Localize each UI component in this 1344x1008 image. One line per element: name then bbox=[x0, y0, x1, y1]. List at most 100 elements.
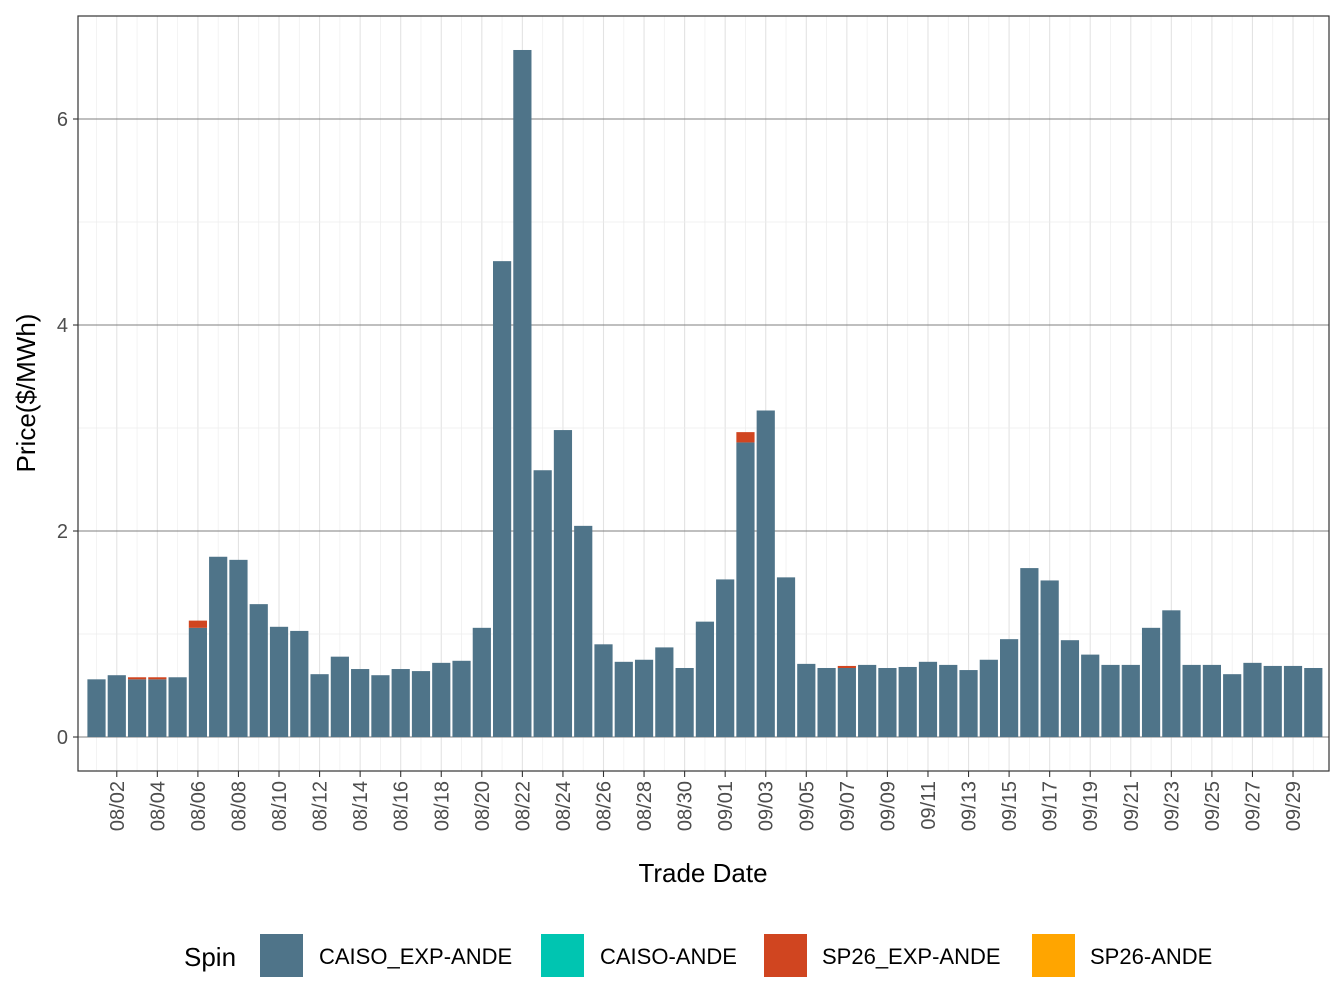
bar-caiso-exp-ande-08-17 bbox=[411, 671, 431, 738]
bar-caiso-exp-ande-08-09 bbox=[249, 604, 268, 738]
bar-caiso-exp-ande-09-02 bbox=[736, 442, 755, 738]
x-tick-label: 09/27 bbox=[1242, 781, 1264, 831]
bar-caiso-exp-ande-08-24 bbox=[553, 430, 573, 738]
x-axis: 08/02 08/04 08/06 08/08 08/10 08/12 08/14 08/16… bbox=[107, 771, 1305, 831]
x-tick-label: 09/07 bbox=[837, 781, 859, 831]
bars bbox=[87, 49, 1323, 738]
bar-caiso-exp-ande-08-07 bbox=[209, 556, 228, 738]
bar-caiso-exp-ande-09-23 bbox=[1162, 610, 1181, 738]
y-tick-label: 6 bbox=[57, 109, 68, 131]
bar-caiso-exp-ande-09-08 bbox=[858, 664, 877, 738]
x-tick-label: 08/20 bbox=[472, 781, 494, 831]
legend-key-caiso-exp-ande bbox=[260, 934, 303, 977]
x-tick-label: 09/19 bbox=[1080, 781, 1102, 831]
bar-caiso-exp-ande-09-12 bbox=[939, 664, 958, 738]
bar-caiso-exp-ande-08-27 bbox=[614, 661, 633, 738]
bar-caiso-exp-ande-08-08 bbox=[229, 559, 248, 738]
bar-caiso-exp-ande-08-04 bbox=[148, 679, 167, 738]
bar-caiso-exp-ande-09-27 bbox=[1243, 662, 1262, 738]
bar-caiso-exp-ande-08-19 bbox=[452, 660, 471, 738]
bar-caiso-exp-ande-08-02 bbox=[107, 675, 126, 738]
x-tick-label: 08/24 bbox=[553, 781, 575, 831]
x-tick-label: 08/04 bbox=[147, 781, 169, 831]
x-tick-label: 08/14 bbox=[350, 781, 372, 831]
bar-caiso-exp-ande-09-29 bbox=[1283, 665, 1303, 738]
bar-sp26-exp-ande-08-04 bbox=[148, 677, 167, 680]
bar-caiso-exp-ande-09-16 bbox=[1020, 568, 1039, 738]
bar-caiso-exp-ande-08-14 bbox=[351, 669, 370, 738]
bar-caiso-exp-ande-09-28 bbox=[1263, 665, 1282, 738]
bar-caiso-exp-ande-08-28 bbox=[634, 659, 654, 738]
x-tick-label: 08/08 bbox=[228, 781, 250, 831]
x-tick-label: 09/25 bbox=[1202, 781, 1224, 831]
bar-caiso-exp-ande-09-01 bbox=[716, 579, 735, 738]
bar-caiso-exp-ande-08-15 bbox=[371, 675, 390, 738]
bar-caiso-exp-ande-09-03 bbox=[756, 410, 775, 738]
bar-caiso-exp-ande-09-19 bbox=[1081, 654, 1100, 738]
bar-caiso-exp-ande-09-10 bbox=[898, 666, 917, 738]
legend-label: CAISO-ANDE bbox=[600, 944, 737, 969]
bar-caiso-exp-ande-09-17 bbox=[1040, 580, 1059, 738]
x-tick-label: 08/26 bbox=[594, 781, 616, 831]
bar-caiso-exp-ande-08-26 bbox=[594, 644, 613, 738]
x-tick-label: 09/01 bbox=[715, 781, 737, 831]
bar-caiso-exp-ande-08-13 bbox=[330, 656, 349, 738]
x-tick-label: 09/17 bbox=[1040, 781, 1062, 831]
x-tick-label: 08/18 bbox=[431, 781, 453, 831]
x-tick-label: 09/13 bbox=[959, 781, 981, 831]
legend-key-sp26-ande bbox=[1032, 934, 1075, 977]
legend-label: SP26_EXP-ANDE bbox=[822, 944, 1001, 969]
bar-caiso-exp-ande-08-11 bbox=[290, 630, 309, 738]
x-tick-label: 08/16 bbox=[391, 781, 413, 831]
panel-border bbox=[77, 15, 1330, 772]
bar-caiso-exp-ande-08-23 bbox=[533, 470, 552, 738]
x-tick-label: 09/15 bbox=[999, 781, 1021, 831]
y-tick-label: 0 bbox=[57, 727, 68, 749]
x-tick-label: 09/09 bbox=[877, 781, 899, 831]
legend-title: Spin bbox=[184, 942, 236, 972]
bar-caiso-exp-ande-09-30 bbox=[1304, 667, 1323, 738]
bar-caiso-exp-ande-09-07 bbox=[837, 667, 856, 738]
x-tick-label: 08/22 bbox=[512, 781, 534, 831]
x-tick-label: 08/06 bbox=[188, 781, 210, 831]
bar-caiso-exp-ande-08-29 bbox=[655, 647, 674, 738]
x-tick-label: 09/03 bbox=[756, 781, 778, 831]
x-tick-label: 09/21 bbox=[1121, 781, 1143, 831]
legend-key-sp26-exp-ande bbox=[764, 934, 807, 977]
bar-caiso-exp-ande-09-11 bbox=[918, 661, 938, 738]
bar-caiso-exp-ande-08-05 bbox=[168, 677, 187, 738]
legend-label: SP26-ANDE bbox=[1090, 944, 1212, 969]
bar-sp26-exp-ande-09-02 bbox=[736, 432, 755, 443]
x-tick-label: 08/28 bbox=[634, 781, 656, 831]
bar-caiso-exp-ande-09-15 bbox=[1000, 639, 1019, 738]
x-axis-title: Trade Date bbox=[638, 858, 767, 888]
x-tick-label: 08/30 bbox=[675, 781, 697, 831]
bar-caiso-exp-ande-09-13 bbox=[959, 670, 978, 738]
bar-sp26-exp-ande-08-03 bbox=[127, 677, 147, 680]
bar-caiso-exp-ande-08-21 bbox=[493, 261, 512, 738]
y-axis: 0 2 4 6 bbox=[57, 109, 78, 749]
bar-caiso-exp-ande-08-06 bbox=[188, 627, 207, 738]
bar-caiso-exp-ande-09-24 bbox=[1182, 664, 1201, 738]
bar-caiso-exp-ande-09-21 bbox=[1121, 664, 1140, 738]
x-tick-label: 09/11 bbox=[918, 781, 940, 830]
legend-label: CAISO_EXP-ANDE bbox=[319, 944, 512, 969]
bar-caiso-exp-ande-08-25 bbox=[574, 525, 593, 738]
bar-caiso-exp-ande-09-22 bbox=[1141, 627, 1161, 738]
bar-caiso-exp-ande-08-10 bbox=[269, 626, 289, 738]
bar-caiso-exp-ande-09-20 bbox=[1101, 664, 1120, 738]
bar-caiso-exp-ande-09-04 bbox=[776, 577, 796, 738]
bar-caiso-exp-ande-09-09 bbox=[878, 667, 897, 738]
x-tick-label: 08/10 bbox=[269, 781, 291, 831]
bar-caiso-exp-ande-08-31 bbox=[695, 621, 714, 738]
legend: Spin CAISO_EXP-ANDE CAISO-ANDE SP26_EXP-AN… bbox=[184, 934, 1212, 977]
bar-caiso-exp-ande-09-18 bbox=[1060, 640, 1080, 738]
bar-caiso-exp-ande-08-12 bbox=[310, 674, 329, 738]
x-tick-label: 09/29 bbox=[1283, 781, 1305, 831]
bar-caiso-exp-ande-08-03 bbox=[127, 679, 147, 738]
bar-caiso-exp-ande-09-14 bbox=[979, 659, 998, 738]
bar-caiso-exp-ande-08-16 bbox=[391, 669, 410, 738]
bar-caiso-exp-ande-08-30 bbox=[675, 667, 694, 738]
x-tick-label: 09/05 bbox=[796, 781, 818, 831]
